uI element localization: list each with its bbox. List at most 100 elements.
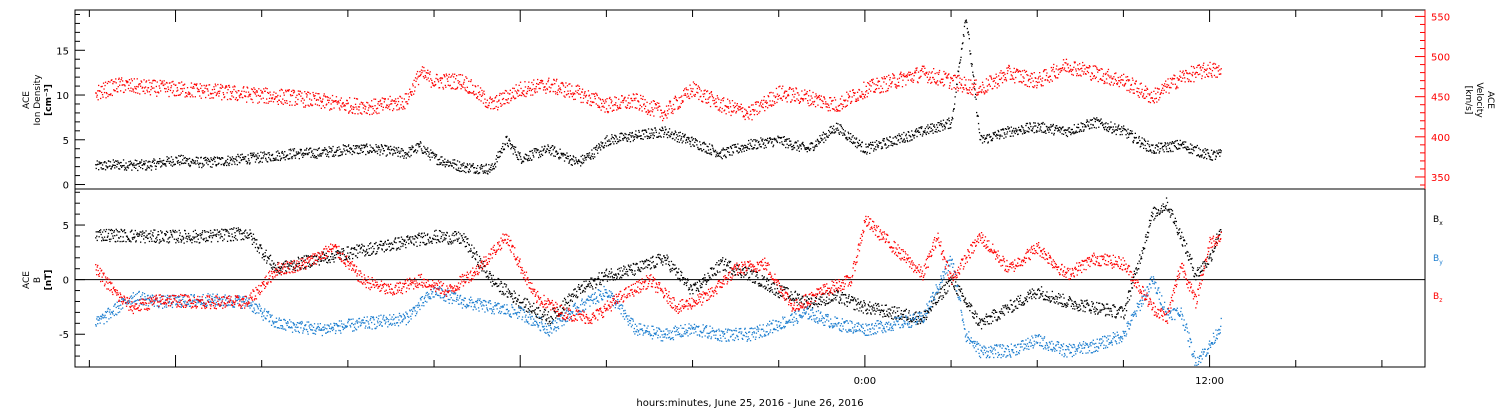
density-point [308, 149, 310, 151]
velocity-point [1218, 65, 1220, 67]
velocity-point [1063, 69, 1065, 71]
density-point [1115, 133, 1117, 136]
density-point [773, 137, 776, 139]
density-point [217, 163, 219, 165]
density-point [868, 143, 870, 145]
velocity-point [921, 68, 923, 70]
density-point [687, 138, 690, 140]
bx-point [161, 231, 163, 233]
density-point [691, 139, 694, 141]
bx-point [159, 241, 161, 243]
density-point [1008, 128, 1010, 130]
density-point [355, 147, 358, 149]
density-point [350, 147, 352, 149]
density-point [468, 168, 470, 170]
density-point [249, 152, 252, 154]
density-point [512, 153, 514, 155]
density-point [326, 155, 328, 157]
bx-point [215, 235, 217, 237]
density-point [1036, 131, 1038, 133]
density-point [131, 163, 133, 166]
velocity-point [1009, 78, 1011, 80]
density-point [661, 130, 663, 132]
bx-point [163, 239, 165, 241]
velocity-point [677, 108, 679, 110]
velocity-point [697, 85, 699, 87]
density-point [1196, 155, 1198, 157]
velocity-point [1215, 67, 1217, 69]
velocity-point [747, 116, 749, 118]
velocity-point [945, 72, 947, 74]
density-point [654, 127, 656, 129]
velocity-point [395, 100, 397, 103]
velocity-point [1176, 85, 1178, 87]
density-point [1061, 127, 1063, 130]
velocity-point [963, 76, 966, 78]
density-point [129, 163, 131, 166]
velocity-point [178, 82, 180, 84]
velocity-point [362, 102, 364, 104]
density-point [973, 76, 975, 78]
velocity-point [1136, 87, 1138, 89]
velocity-point [387, 107, 389, 109]
bx-point [191, 239, 194, 241]
density-point [784, 140, 786, 142]
density-point [882, 139, 884, 142]
density-point [915, 129, 917, 131]
velocity-point [1172, 83, 1174, 85]
velocity-point [989, 75, 991, 77]
velocity-point [746, 111, 748, 113]
velocity-point [763, 99, 765, 101]
density-point [1012, 135, 1014, 137]
density-point [1035, 125, 1037, 127]
velocity-point [1023, 77, 1025, 79]
density-point [817, 141, 820, 143]
density-point [736, 150, 738, 152]
bx-point [224, 234, 226, 236]
density-point [1157, 146, 1159, 148]
velocity-point [887, 87, 889, 90]
density-point [498, 156, 500, 159]
velocity-point [157, 91, 159, 93]
velocity-point [429, 73, 431, 76]
bx-point [150, 230, 152, 232]
velocity-point [1084, 68, 1086, 70]
velocity-point [614, 104, 616, 106]
density-point [1186, 146, 1188, 148]
density-point [1121, 126, 1123, 128]
velocity-point [901, 86, 904, 88]
velocity-point [239, 94, 241, 96]
velocity-point [247, 96, 249, 98]
velocity-point [414, 77, 417, 79]
velocity-point [669, 100, 672, 102]
density-point [1016, 131, 1018, 133]
velocity-point [779, 85, 781, 87]
velocity-point [1111, 77, 1113, 79]
density-point [889, 136, 891, 138]
density-point [1060, 127, 1062, 129]
density-point [194, 161, 196, 164]
density-point [581, 161, 583, 163]
velocity-point [916, 67, 918, 69]
velocity-point [559, 91, 561, 93]
density-point [946, 122, 948, 124]
velocity-point [467, 91, 469, 93]
velocity-point [1059, 71, 1061, 73]
density-point [470, 166, 472, 168]
velocity-point [889, 79, 891, 81]
density-point [1053, 134, 1055, 136]
density-point [364, 146, 366, 148]
velocity-point [957, 90, 959, 92]
density-point [1038, 130, 1040, 132]
velocity-point [912, 81, 914, 83]
velocity-point [826, 103, 828, 105]
velocity-point [737, 109, 739, 111]
velocity-point [603, 106, 605, 108]
velocity-point [129, 90, 131, 92]
velocity-point [588, 94, 591, 96]
velocity-point [169, 82, 171, 84]
density-point [220, 163, 222, 166]
velocity-point [704, 89, 706, 91]
density-point [442, 161, 445, 163]
density-point [819, 135, 821, 137]
